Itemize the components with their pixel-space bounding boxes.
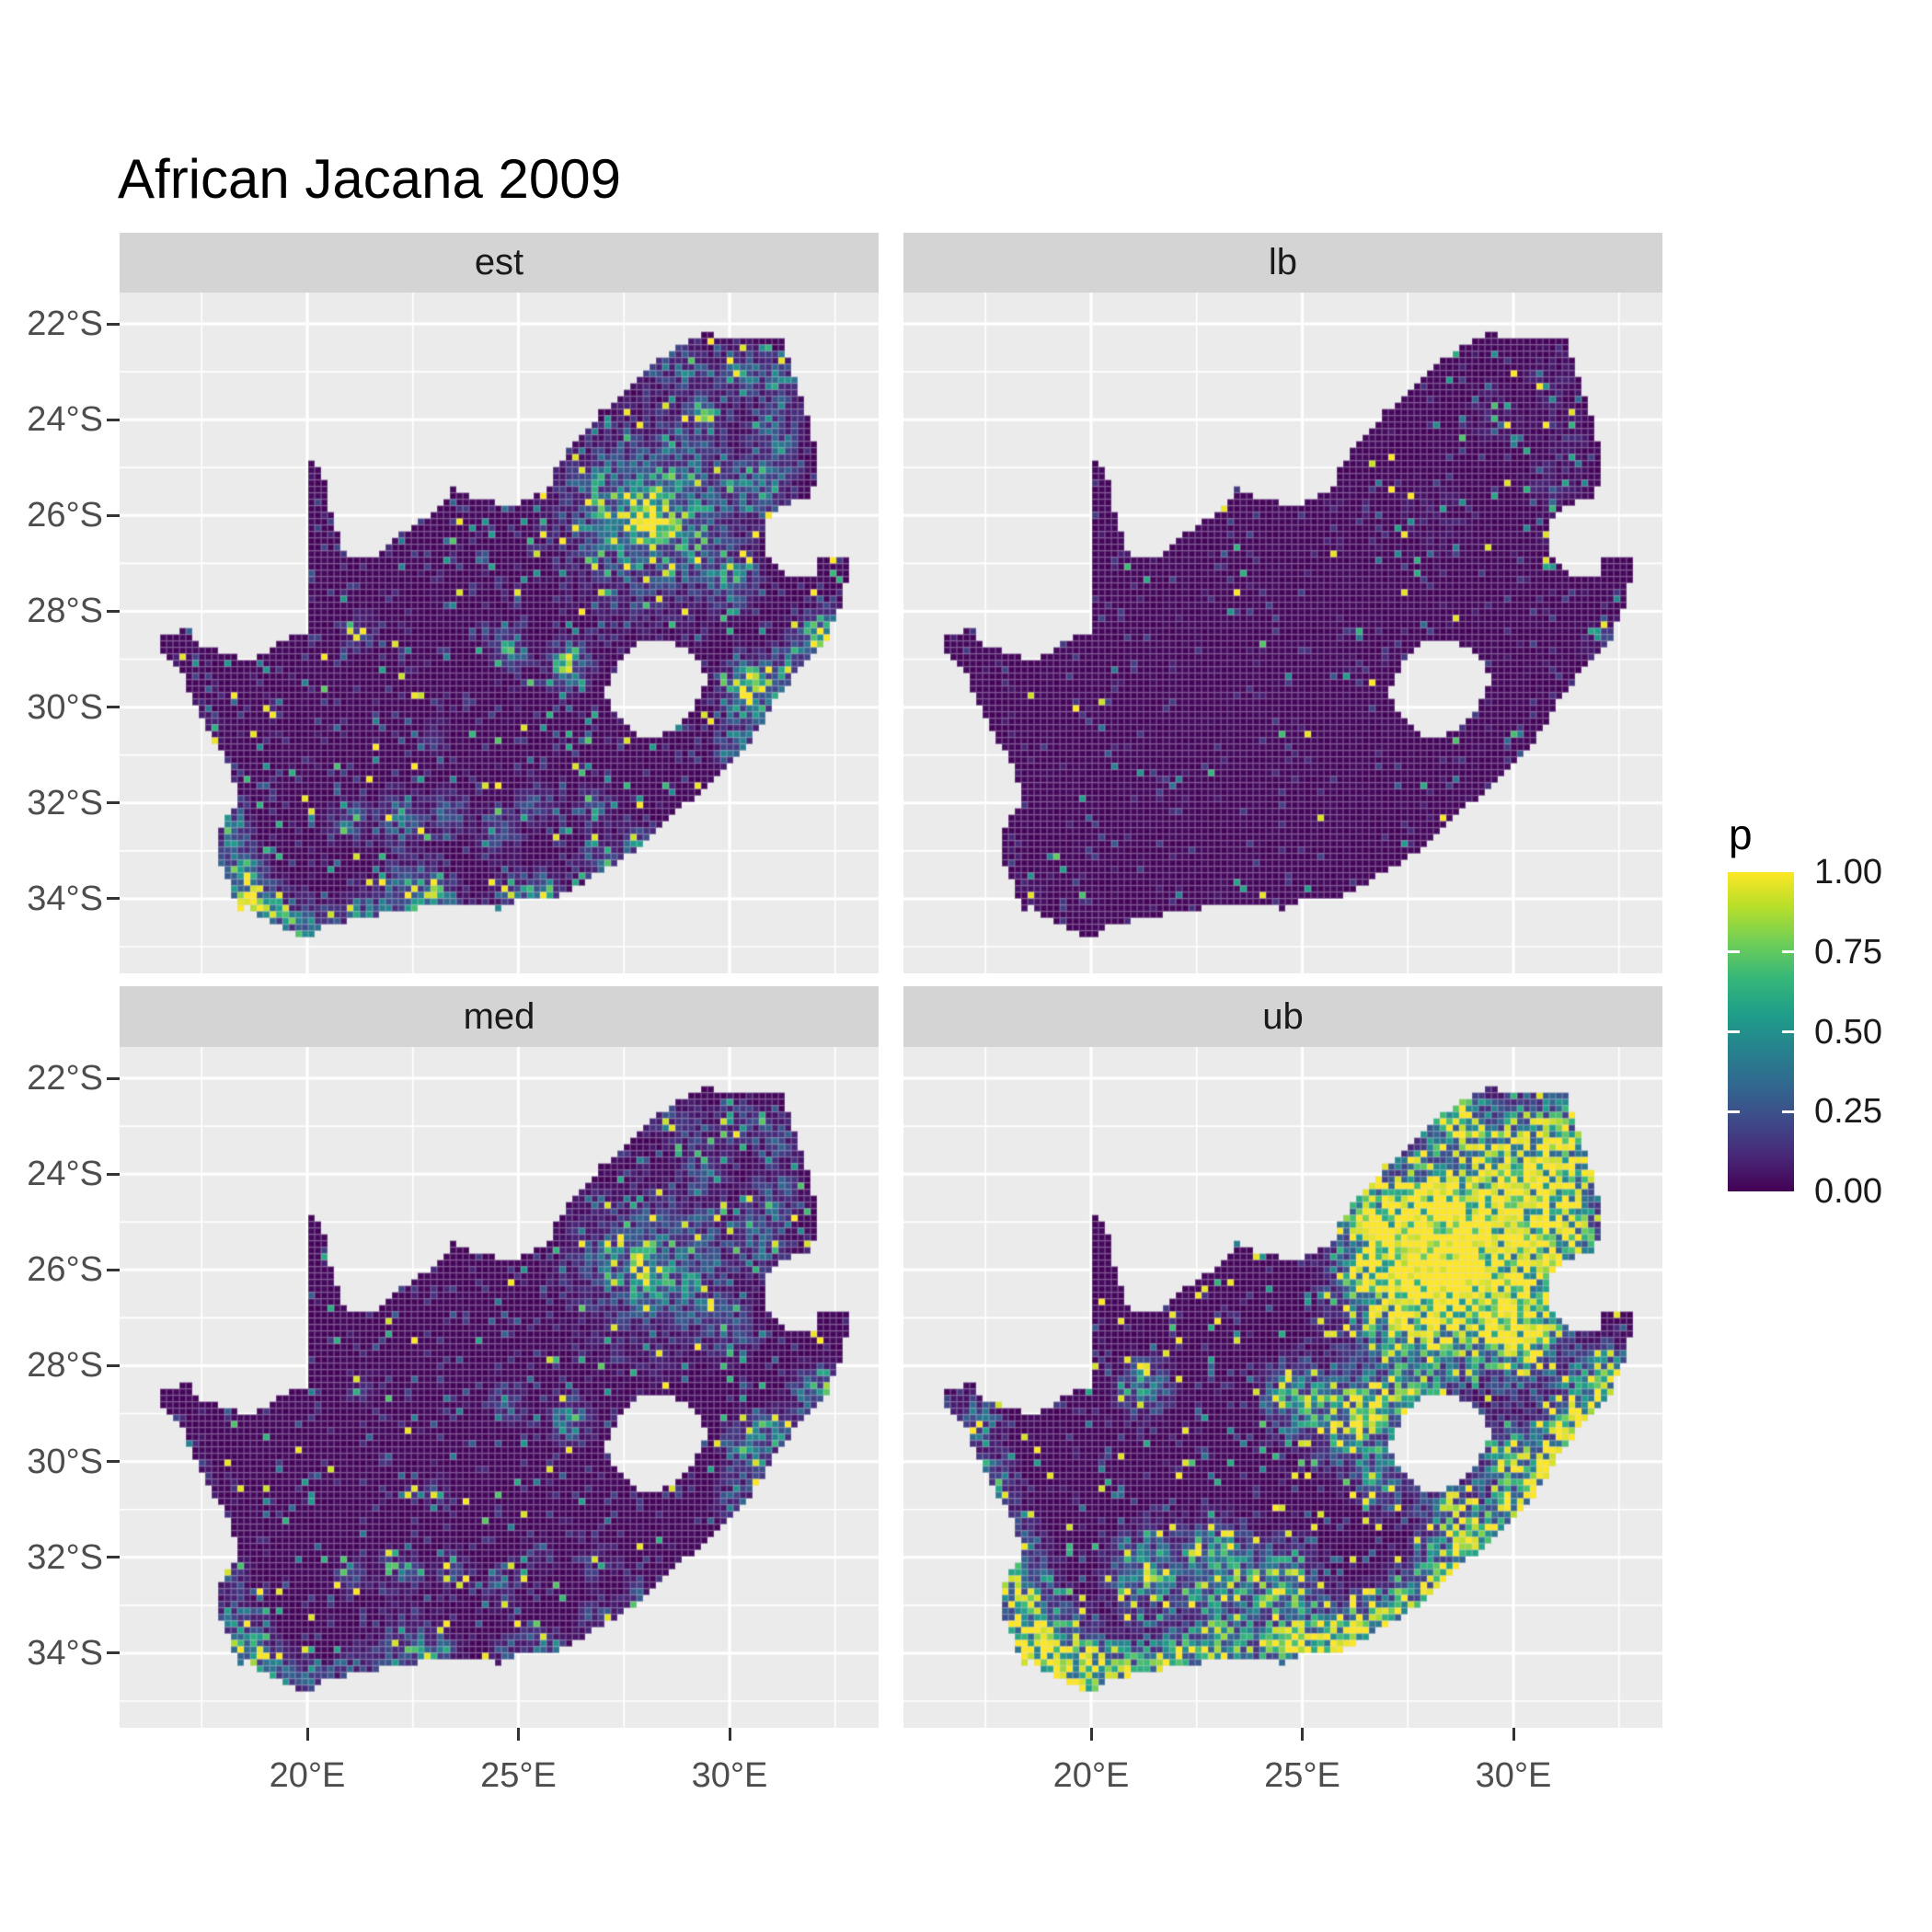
x-axis-tick — [728, 1728, 731, 1741]
facet-strip-label: ub — [1262, 995, 1304, 1037]
y-axis-tick — [107, 1268, 120, 1271]
plot-title: African Jacana 2009 — [118, 148, 622, 210]
x-axis-label: 20°E — [1052, 1756, 1130, 1795]
legend-tick-mark — [1728, 950, 1740, 954]
legend-tick-label: 0.00 — [1814, 1172, 1882, 1211]
map-panel-ub — [903, 1047, 1662, 1728]
legend-tick-mark — [1782, 1110, 1794, 1113]
legend-tick-label: 0.50 — [1814, 1012, 1882, 1052]
facet-strip-med: med — [120, 986, 879, 1047]
x-axis-tick — [1089, 1728, 1093, 1741]
y-axis-label: 30°S — [27, 1442, 103, 1481]
x-axis-tick — [1512, 1728, 1515, 1741]
y-axis-label: 30°S — [27, 687, 103, 727]
y-axis-label: 22°S — [27, 1059, 103, 1098]
y-axis-label: 34°S — [27, 1633, 103, 1673]
map-panel-lb — [903, 293, 1662, 973]
y-axis-label: 34°S — [27, 879, 103, 918]
x-axis-tick — [517, 1728, 520, 1741]
y-axis-label: 26°S — [27, 1250, 103, 1290]
facet-strip-label: lb — [1268, 242, 1298, 282]
y-axis-label: 32°S — [27, 1537, 103, 1577]
facet-strip-label: med — [463, 995, 535, 1037]
y-axis-label: 24°S — [27, 1155, 103, 1194]
facet-strip-lb: lb — [903, 233, 1662, 293]
y-axis-label: 22°S — [27, 305, 103, 343]
legend-tick-label: 0.75 — [1814, 932, 1882, 972]
map-panel-med — [120, 1047, 879, 1728]
x-axis-tick — [1301, 1728, 1304, 1741]
y-axis-label: 28°S — [27, 1346, 103, 1386]
y-axis-tick — [107, 1460, 120, 1464]
y-axis-tick — [107, 1651, 120, 1655]
map-panel-est — [120, 293, 879, 973]
y-axis-tick — [107, 1556, 120, 1559]
facet-strip-label: est — [474, 242, 524, 282]
y-axis-tick — [107, 897, 120, 901]
legend-tick-mark — [1728, 1110, 1740, 1113]
y-axis-tick — [107, 418, 120, 421]
y-axis-tick — [107, 609, 120, 613]
legend-tick-mark — [1782, 1030, 1794, 1033]
y-axis-tick — [107, 1363, 120, 1367]
x-axis-tick — [305, 1728, 309, 1741]
x-axis-label: 30°E — [1475, 1756, 1552, 1795]
x-axis-label: 25°E — [480, 1756, 557, 1795]
y-axis-tick — [107, 801, 120, 805]
y-axis-tick — [107, 706, 120, 709]
facet-strip-est: est — [120, 233, 879, 293]
facet-strip-ub: ub — [903, 986, 1662, 1047]
y-axis-label: 24°S — [27, 400, 103, 440]
x-axis-label: 20°E — [269, 1756, 346, 1795]
y-axis-tick — [107, 1076, 120, 1080]
legend-tick-mark — [1728, 1030, 1740, 1033]
legend-title: p — [1729, 811, 1753, 858]
y-axis-label: 28°S — [27, 592, 103, 631]
legend-tick-label: 0.25 — [1814, 1092, 1882, 1132]
y-axis-tick — [107, 322, 120, 326]
y-axis-tick — [107, 1172, 120, 1176]
legend-tick-mark — [1782, 950, 1794, 954]
y-axis-label: 26°S — [27, 496, 103, 535]
x-axis-label: 30°E — [691, 1756, 768, 1795]
y-axis-tick — [107, 513, 120, 517]
legend-tick-label: 1.00 — [1814, 853, 1882, 891]
y-axis-label: 32°S — [27, 783, 103, 822]
x-axis-label: 25°E — [1264, 1756, 1340, 1795]
